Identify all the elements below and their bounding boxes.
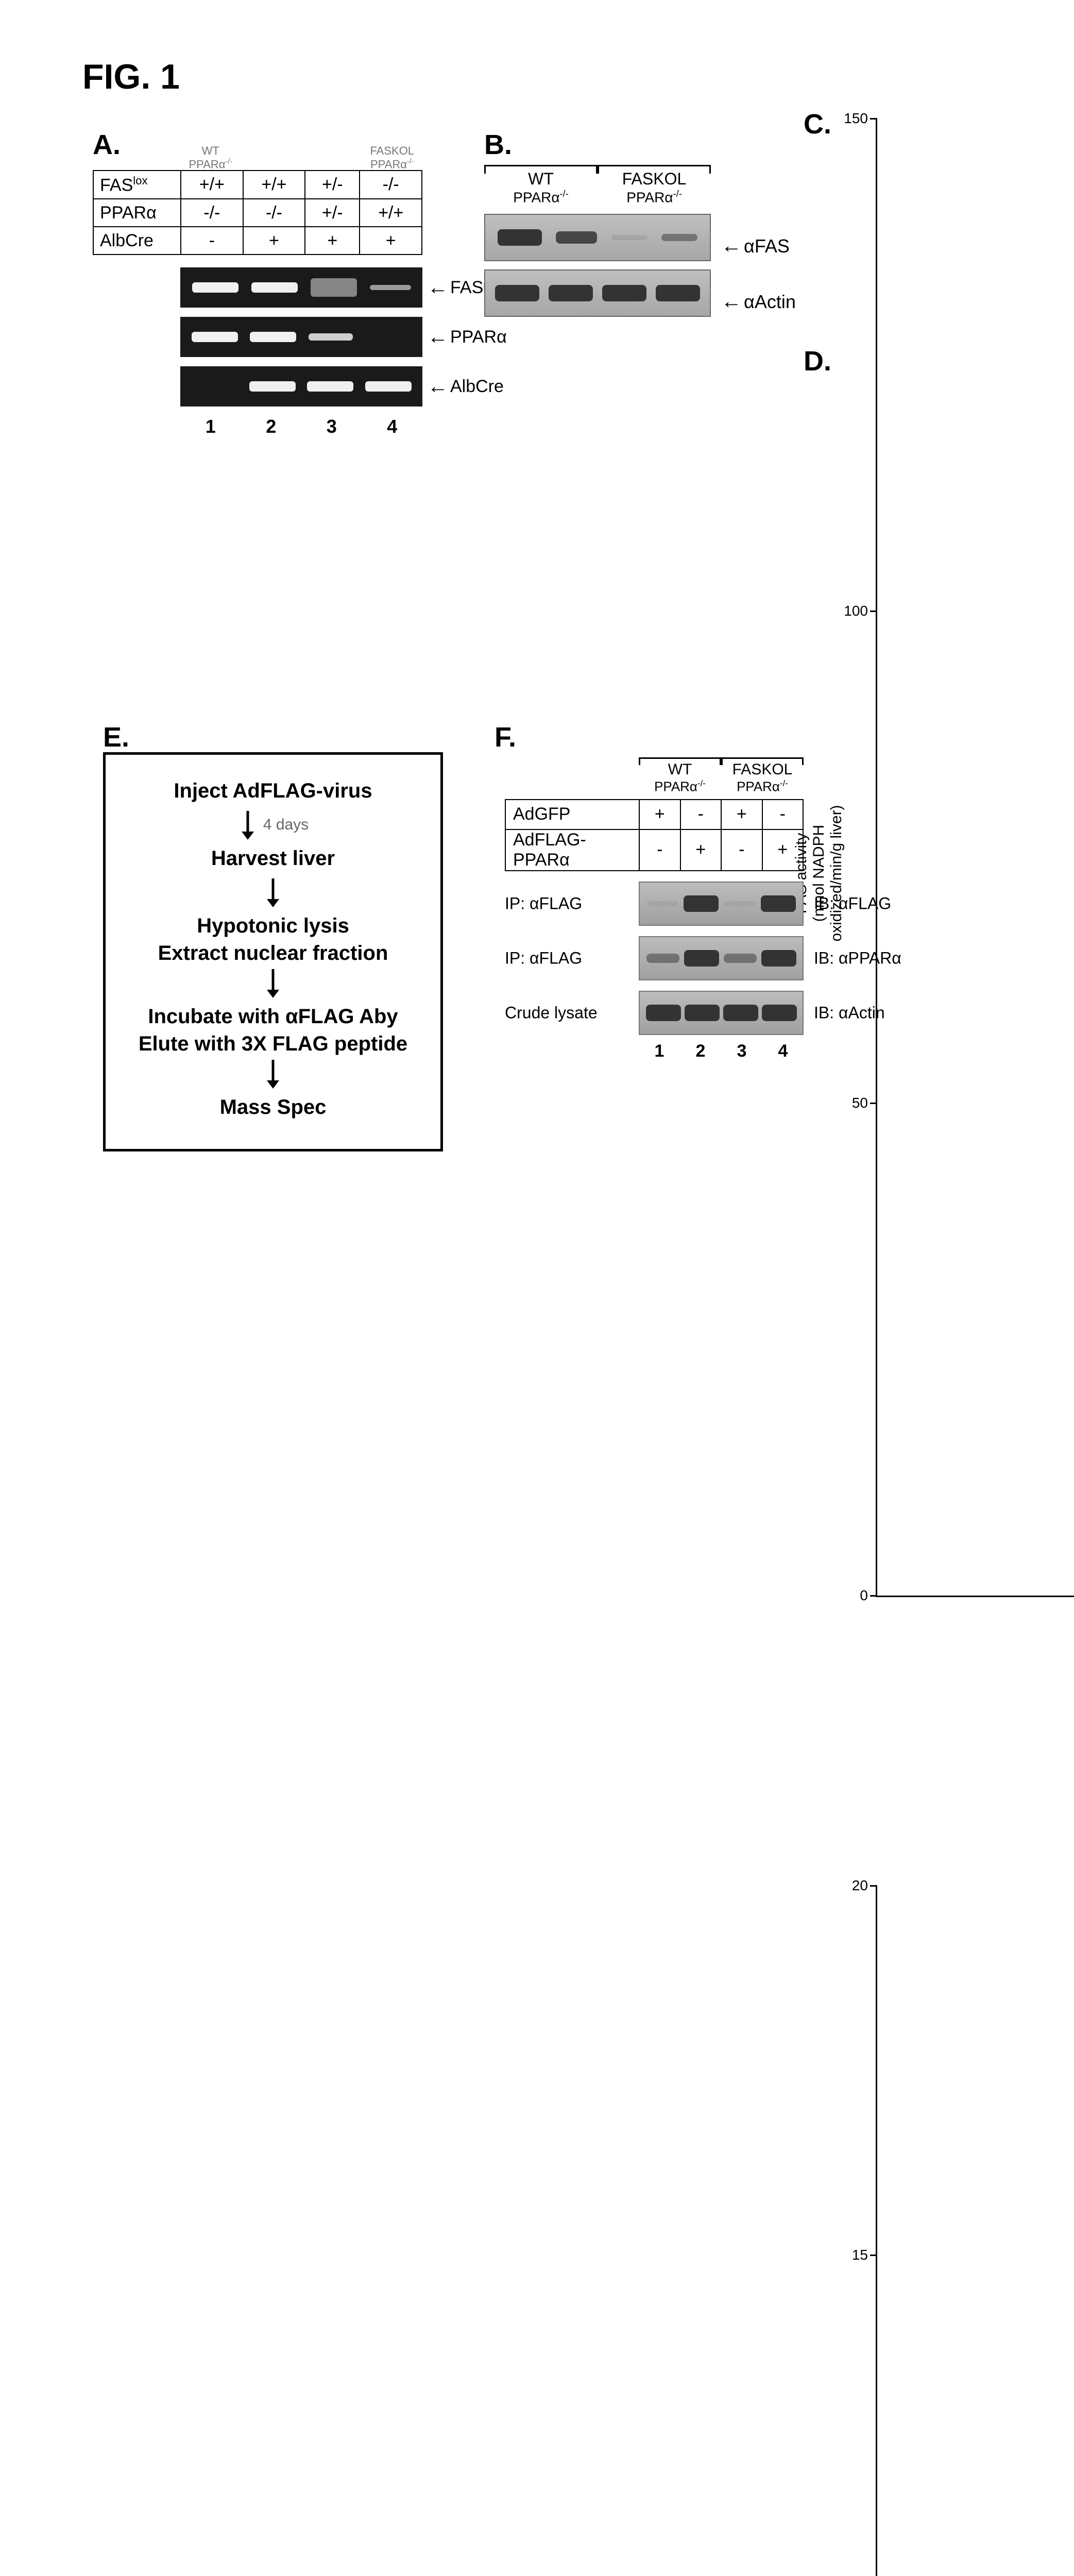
- ip-label: IP: αFLAG: [505, 948, 582, 968]
- cell: +: [680, 829, 722, 871]
- flow-side-note: 4 days: [263, 816, 309, 834]
- cell: +: [243, 227, 305, 255]
- panel-e-label: E.: [103, 721, 129, 753]
- panel-e: Inject AdFLAG-virus 4 days Harvest liver…: [103, 752, 443, 1151]
- row-header: PPARα: [93, 199, 181, 227]
- row-header: AdGFP: [505, 800, 639, 829]
- cell: -/-: [360, 171, 422, 199]
- row-header: AdFLAG-PPARα: [505, 829, 639, 871]
- panel-f-superheaders: WTPPARα-/- FASKOLPPARα-/-: [639, 757, 804, 795]
- blot-strip: [639, 991, 804, 1035]
- hdr-faskol: FASKOLPPARα-/-: [598, 165, 711, 206]
- plot-area: 05101520*: [876, 1886, 1074, 2576]
- genotype-table: FASlox +/+ +/+ +/- -/- PPARα -/- -/- +/-…: [93, 170, 422, 255]
- table-row: AdFLAG-PPARα - + - +: [505, 829, 803, 871]
- blot-label-fas: ←αFAS: [721, 234, 790, 258]
- ip-label: IP: αFLAG: [505, 894, 582, 913]
- ib-label: IB: αFLAG: [814, 894, 891, 913]
- flow-step: Harvest liver: [121, 847, 425, 870]
- gel-block: ←FASlox ←PPARα ←AlbCre 1234: [93, 267, 422, 437]
- cell: +/+: [360, 199, 422, 227]
- cell: +/+: [243, 171, 305, 199]
- sup-faskol: FASKOLPPARα-/-: [721, 757, 804, 795]
- table-row: AdGFP + - + -: [505, 800, 803, 829]
- flow-arrow-icon: [121, 965, 425, 1001]
- y-axis-label: MalCoA content (nmol/g liver): [817, 2532, 852, 2576]
- cell: +: [305, 227, 360, 255]
- sup-faskol: FASKOLPPARα-/-: [362, 144, 423, 171]
- panel-a-superheaders: WTPPARα-/- FASKOLPPARα-/-: [180, 144, 422, 171]
- row-header: FASlox: [93, 171, 181, 199]
- flow-arrow-icon: [121, 874, 425, 910]
- blot-strips: IP: αFLAG IB: αFLAG IP: αFLAG IB: αPPARα Cru…: [505, 882, 968, 1035]
- cell: +: [762, 829, 804, 871]
- gel-strip-albcre: [180, 366, 422, 406]
- gel-strip-faslox: [180, 267, 422, 308]
- gel-label: ←PPARα: [428, 326, 507, 349]
- panel-b: WTPPARα-/- FASKOLPPARα-/- ←αFAS ←αActin: [484, 165, 773, 317]
- row-header: AlbCre: [93, 227, 181, 255]
- cell: +/-: [305, 171, 360, 199]
- gel-strip-ppara: [180, 317, 422, 357]
- lane-numbers: 1234: [639, 1041, 804, 1061]
- ib-label: IB: αPPARα: [814, 948, 901, 968]
- ip-label: Crude lysate: [505, 1003, 598, 1022]
- blot-strip: [639, 882, 804, 926]
- x-labels: WTPPARα-/- FASKOLPPARα-/-: [876, 1602, 1074, 1635]
- cell: +: [721, 800, 762, 829]
- cell: -: [680, 800, 722, 829]
- blot-fas: [484, 214, 711, 261]
- flow-step: Extract nuclear fraction: [121, 942, 425, 965]
- cell: -: [721, 829, 762, 871]
- panel-f-label: F.: [495, 721, 516, 753]
- gel-row: ←PPARα: [93, 317, 422, 357]
- flow-arrow-icon: 4 days: [121, 807, 425, 843]
- blot-label-actin: ←αActin: [721, 290, 796, 313]
- flow-step: Hypotonic lysis: [121, 914, 425, 938]
- ib-label: IB: αActin: [814, 1003, 885, 1022]
- blot-strip: [639, 936, 804, 980]
- flow-step: Mass Spec: [121, 1096, 425, 1119]
- cell: -: [639, 829, 680, 871]
- sup-wt: WTPPARα-/-: [639, 757, 721, 795]
- panel-b-label: B.: [484, 129, 512, 161]
- gel-row: ←FASlox: [93, 267, 422, 308]
- cell: -: [181, 227, 243, 255]
- table-row: AlbCre - + + +: [93, 227, 422, 255]
- panel-d-label: D.: [804, 345, 831, 377]
- panel-b-headers: WTPPARα-/- FASKOLPPARα-/-: [484, 165, 711, 206]
- table-row: PPARα -/- -/- +/- +/+: [93, 199, 422, 227]
- cell: +/-: [305, 199, 360, 227]
- flow-arrow-icon: [121, 1056, 425, 1092]
- workflow-box: Inject AdFLAG-virus 4 days Harvest liver…: [103, 752, 443, 1151]
- cell: +: [360, 227, 422, 255]
- table-row: FASlox +/+ +/+ +/- -/-: [93, 171, 422, 199]
- cell: +: [639, 800, 680, 829]
- flow-step: Elute with 3X FLAG peptide: [121, 1032, 425, 1056]
- gel-row: ←AlbCre: [93, 366, 422, 406]
- figure-title: FIG. 1: [82, 57, 180, 97]
- gel-label: ←AlbCre: [428, 375, 504, 398]
- blot-actin: [484, 269, 711, 317]
- lane-numbers: 1234: [180, 416, 422, 437]
- cell: +/+: [181, 171, 243, 199]
- sup-wt: WTPPARα-/-: [180, 144, 241, 171]
- panel-d-chart: MalCoA content (nmol/g liver) 05101520* …: [809, 1875, 1074, 2576]
- panel-a-label: A.: [93, 129, 121, 161]
- panel-f: WTPPARα-/- FASKOLPPARα-/- AdGFP + - + - …: [505, 757, 968, 1061]
- panel-a: WTPPARα-/- FASKOLPPARα-/- FASlox +/+ +/+…: [93, 170, 422, 437]
- cell: -/-: [243, 199, 305, 227]
- cell: -/-: [181, 199, 243, 227]
- cell: -: [762, 800, 804, 829]
- flow-step: Incubate with αFLAG Aby: [121, 1005, 425, 1028]
- hdr-wt: WTPPARα-/-: [484, 165, 598, 206]
- flow-step: Inject AdFLAG-virus: [121, 779, 425, 803]
- treatment-table: AdGFP + - + - AdFLAG-PPARα - + - +: [505, 799, 804, 871]
- x-wt: WTPPARα-/-: [876, 1602, 1074, 1635]
